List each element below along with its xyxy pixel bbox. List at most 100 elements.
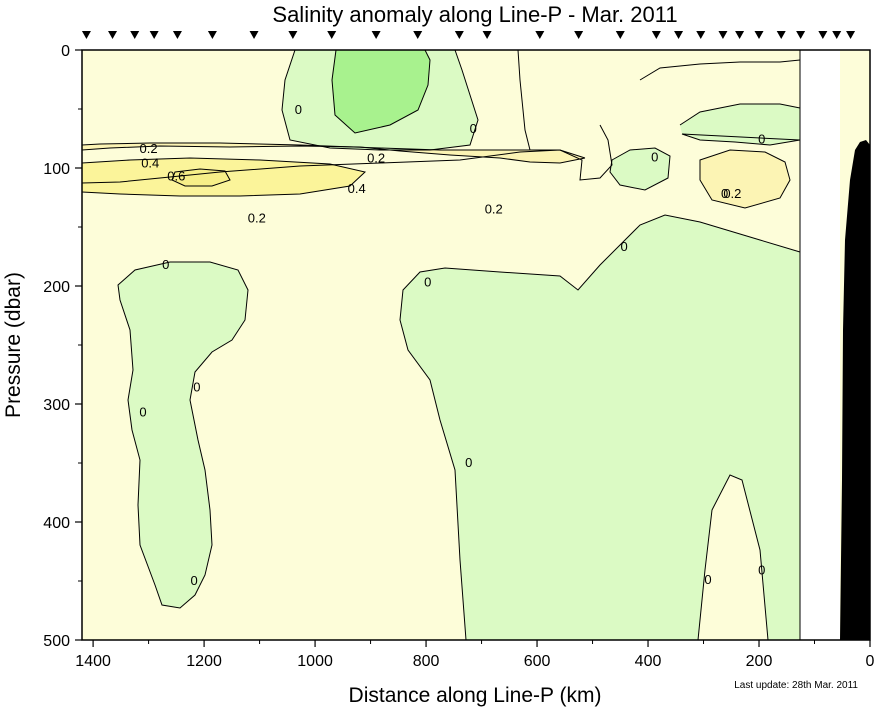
anomaly-band-0.2-0.4	[82, 143, 585, 163]
station-marker-icon	[249, 31, 259, 39]
station-marker-icon	[574, 31, 584, 39]
station-marker-icon	[207, 31, 217, 39]
contour-label: 0.2	[723, 186, 741, 201]
station-marker-icon	[172, 31, 182, 39]
contour-line-neg-left-plume	[117, 261, 249, 609]
contour-label: 0	[190, 573, 197, 588]
contour-label: 0.2	[140, 141, 158, 156]
station-marker-icon	[718, 31, 728, 39]
contour-label: 0.2	[367, 151, 385, 166]
station-marker-icon	[371, 31, 381, 39]
contour-line-neg-upper-right	[517, 50, 531, 151]
contour-line-pos-lower-tongue	[697, 474, 769, 640]
negative-anomaly-small	[610, 148, 670, 190]
x-tick-label: 1400	[75, 653, 111, 670]
y-tick-label: 400	[43, 515, 70, 532]
y-axis: 0 100 200 300 400 500	[43, 43, 82, 650]
contour-label: 0	[704, 572, 711, 587]
contour-label: 0	[721, 186, 728, 201]
station-marker-icon	[482, 31, 492, 39]
station-marker-icon	[413, 31, 423, 39]
negative-anomaly-left-plume	[118, 262, 248, 608]
positive-anomaly-lower-tongue	[698, 475, 768, 640]
contour-label: 0.4	[141, 155, 159, 170]
contour-lines	[82, 50, 801, 640]
y-tick-label: 300	[43, 397, 70, 414]
y-tick-label: 0	[61, 43, 70, 60]
station-marker-icon	[327, 31, 337, 39]
negative-anomaly-lower	[400, 215, 800, 640]
x-tick-label: 600	[524, 653, 551, 670]
y-tick-label: 500	[43, 633, 70, 650]
station-marker-icon	[674, 31, 684, 39]
contour-line-0-upper	[82, 124, 613, 184]
contour-label: 0.2	[248, 211, 266, 226]
contour-line-neg-big-lower	[399, 214, 801, 640]
contour-line-0.6	[171, 168, 231, 187]
station-marker-icon	[696, 31, 706, 39]
station-marker-icon	[754, 31, 764, 39]
station-marker-icon	[535, 31, 545, 39]
contour-line-0.2-bottom	[82, 145, 586, 164]
contour-label: 0	[162, 257, 169, 272]
station-marker-icon	[130, 31, 140, 39]
contour-line-neg-upper-core	[331, 50, 431, 134]
y-tick-label: 100	[43, 161, 70, 178]
no-data-region	[800, 50, 840, 640]
contour-line-pos-right	[699, 149, 791, 209]
y-tick-label: 200	[43, 279, 70, 296]
x-axis: 1400 1200 1000 800 600 400 200 0	[75, 640, 875, 670]
contour-label: 0	[139, 404, 146, 419]
station-marker-icon	[796, 31, 806, 39]
contour-label: 0	[193, 379, 200, 394]
anomaly-band-right-0.2	[700, 150, 790, 208]
station-marker-icon	[81, 31, 91, 39]
contour-label: 0	[621, 239, 628, 254]
station-marker-icon	[735, 31, 745, 39]
station-marker-icon	[454, 31, 464, 39]
chart-title: Salinity anomaly along Line-P - Mar. 201…	[272, 2, 677, 27]
x-tick-label: 800	[413, 653, 440, 670]
contour-label: 0	[424, 274, 431, 289]
contour-label: 0.6	[167, 168, 185, 183]
station-marker-icon	[615, 31, 625, 39]
contour-label: 0	[465, 455, 472, 470]
station-marker-icon	[818, 31, 828, 39]
station-markers	[81, 31, 856, 39]
x-tick-label: 0	[866, 653, 875, 670]
station-marker-icon	[149, 31, 159, 39]
plot-area	[82, 50, 870, 640]
station-marker-icon	[846, 31, 856, 39]
x-tick-label: 1200	[186, 653, 222, 670]
contour-line-right-top	[639, 59, 801, 81]
contour-line-neg-right	[679, 103, 801, 146]
contour-label: 0	[758, 562, 765, 577]
bathymetry-silhouette	[840, 140, 870, 640]
station-marker-icon	[288, 31, 298, 39]
anomaly-band-above-0.6	[172, 169, 230, 186]
contour-line-neg-upper	[281, 50, 479, 151]
x-tick-label: 400	[635, 653, 662, 670]
negative-anomaly-upper-core	[332, 50, 430, 133]
x-axis-label: Distance along Line-P (km)	[349, 684, 602, 707]
contour-line-neg-small	[609, 147, 671, 191]
station-marker-icon	[832, 31, 842, 39]
contour-label: 0	[651, 149, 658, 164]
last-update-note: Last update: 28th Mar. 2011	[734, 680, 858, 691]
x-tick-label: 1000	[297, 653, 333, 670]
contour-line-0.4	[82, 157, 367, 197]
station-marker-icon	[651, 31, 661, 39]
contour-label: 0	[470, 121, 477, 136]
x-tick-label: 200	[746, 653, 773, 670]
station-marker-icon	[108, 31, 118, 39]
contour-label: 0	[758, 132, 765, 147]
contour-label: 0.2	[485, 201, 503, 216]
contour-label: 0	[295, 102, 302, 117]
station-marker-icon	[776, 31, 786, 39]
contour-label: 0.4	[348, 181, 366, 196]
y-axis-label: Pressure (dbar)	[2, 272, 25, 418]
negative-anomaly-right-top	[680, 104, 800, 145]
